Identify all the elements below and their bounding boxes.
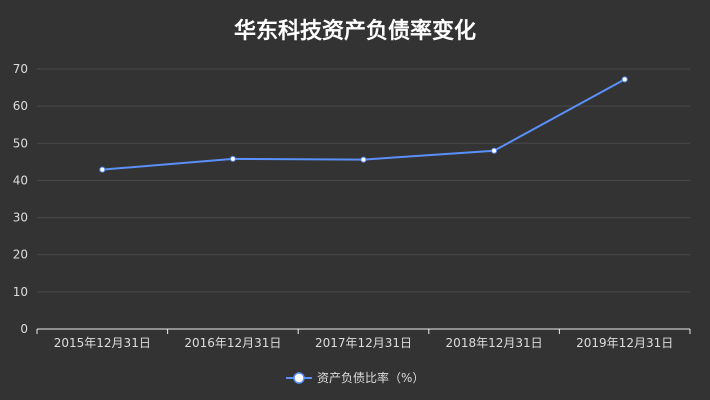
data-point <box>491 147 498 154</box>
series-layer <box>99 76 628 173</box>
x-tick-label: 2016年12月31日 <box>184 336 281 350</box>
y-tick-label: 50 <box>13 136 28 150</box>
y-tick-label: 70 <box>13 62 28 76</box>
data-point <box>229 155 236 162</box>
data-point <box>621 76 628 83</box>
y-tick-label: 20 <box>13 248 28 262</box>
series-line <box>102 78 626 171</box>
legend-label: 资产负债比率（%） <box>317 370 424 385</box>
y-tick-label: 40 <box>13 173 28 187</box>
axes: 0 10 20 30 40 50 60 70 2015年12月31日 2016年12月31日 201… <box>13 62 691 350</box>
data-point <box>360 156 367 163</box>
x-tick-label: 2015年12月31日 <box>54 336 151 350</box>
x-tick-label: 2018年12月31日 <box>446 336 543 350</box>
x-tick-label: 2017年12月31日 <box>315 336 412 350</box>
y-tick-label: 30 <box>13 211 28 225</box>
chart-title: 华东科技资产负债率变化 <box>234 18 476 44</box>
data-point <box>99 166 106 173</box>
legend[interactable]: 资产负债比率（%） <box>286 370 424 385</box>
grid-lines <box>37 68 690 293</box>
y-tick-label: 0 <box>20 322 28 336</box>
y-tick-label: 60 <box>13 99 28 113</box>
legend-marker-circle <box>293 372 305 384</box>
y-tick-label: 10 <box>13 285 28 299</box>
x-tick-label: 2019年12月31日 <box>576 336 673 350</box>
